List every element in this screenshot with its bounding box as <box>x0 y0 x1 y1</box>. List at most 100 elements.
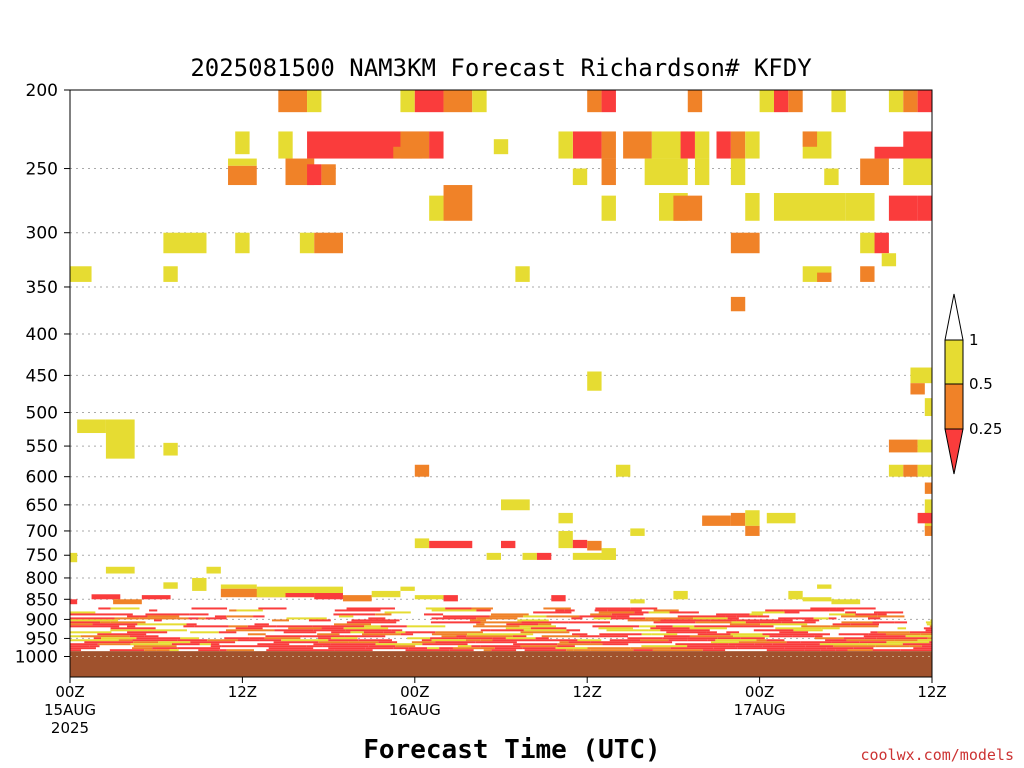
data-cell <box>925 629 932 632</box>
data-cell <box>132 647 153 650</box>
data-cell <box>572 633 588 636</box>
data-cell <box>400 131 430 159</box>
colorbar-bin <box>944 383 964 430</box>
data-cell <box>845 611 857 614</box>
data-cell <box>903 464 918 477</box>
data-cell <box>754 643 773 646</box>
data-cell <box>557 643 603 646</box>
data-cell <box>717 637 741 640</box>
data-cell <box>321 627 344 630</box>
x-axis-title: Forecast Time (UTC) <box>363 735 660 765</box>
data-cell <box>70 621 101 624</box>
data-cell <box>431 633 468 636</box>
data-cell <box>793 629 823 632</box>
data-cell <box>707 639 716 642</box>
data-cell <box>606 629 649 632</box>
data-cell <box>645 617 694 620</box>
data-cell <box>256 586 343 598</box>
data-cell <box>97 633 147 636</box>
colorbar-tick-label: 0.5 <box>969 375 993 393</box>
data-cell <box>522 627 531 630</box>
data-cell <box>841 615 878 618</box>
data-cell <box>831 641 860 644</box>
data-cell <box>176 617 189 620</box>
data-cell <box>328 639 359 642</box>
data-cell <box>572 131 602 159</box>
data-cell <box>328 647 366 650</box>
data-cell <box>847 649 873 652</box>
data-cell <box>149 609 158 612</box>
data-cell <box>407 637 431 640</box>
data-cell <box>813 617 829 620</box>
data-cell <box>144 635 159 638</box>
data-cell <box>281 639 329 642</box>
data-cell <box>662 637 688 640</box>
data-cell <box>572 552 616 560</box>
data-cell <box>522 552 537 560</box>
data-cell <box>736 619 760 622</box>
data-cell <box>830 625 879 628</box>
data-cell <box>730 232 760 254</box>
chart-title: 2025081500 NAM3KM Forecast Richardson# K… <box>190 54 812 82</box>
data-cell <box>101 637 137 640</box>
data-cell <box>802 597 832 602</box>
data-cell <box>314 232 343 254</box>
data-cell <box>350 631 364 634</box>
data-cell <box>675 643 718 646</box>
plot-frame <box>69 89 933 678</box>
data-cell <box>476 617 518 620</box>
data-cell <box>429 195 444 221</box>
data-cell <box>921 645 932 648</box>
data-cell <box>139 617 177 620</box>
y-tick-label: 950 <box>26 629 58 649</box>
data-cell <box>190 631 219 634</box>
x-tick-label: 00Z <box>55 683 84 701</box>
data-cell <box>395 645 416 648</box>
data-cell <box>191 607 228 610</box>
data-cell <box>457 645 472 648</box>
data-cell <box>905 635 932 638</box>
data-cell <box>70 645 90 648</box>
data-cell <box>364 625 381 628</box>
data-cell <box>368 645 396 648</box>
data-cell <box>136 637 157 640</box>
data-cell <box>492 639 536 642</box>
x-tick-label: 12Z <box>917 683 946 701</box>
data-cell <box>133 645 177 648</box>
data-cell <box>630 528 645 536</box>
data-cell <box>860 158 889 186</box>
data-cell <box>411 641 436 644</box>
data-cell <box>693 617 728 620</box>
data-cell <box>192 577 207 591</box>
data-cell <box>733 635 770 638</box>
data-cell <box>652 649 703 652</box>
data-cell <box>110 621 146 624</box>
data-cell <box>254 623 269 626</box>
data-cell <box>860 266 875 282</box>
data-cell <box>330 637 358 640</box>
data-cell <box>599 633 642 636</box>
data-cell <box>653 621 696 624</box>
data-cell <box>425 607 446 610</box>
data-cell <box>70 643 98 646</box>
data-cell <box>872 621 895 624</box>
data-cell <box>210 643 220 646</box>
data-cell <box>663 635 690 638</box>
data-cell <box>517 619 549 622</box>
data-cell <box>492 637 506 640</box>
data-cell <box>334 649 373 652</box>
data-cell <box>855 613 878 616</box>
data-cell <box>401 643 423 646</box>
data-cell <box>874 146 932 159</box>
data-cell <box>867 643 903 646</box>
x-tick-label: 00Z <box>745 683 774 701</box>
y-tick-label: 200 <box>26 81 58 101</box>
data-cell <box>601 195 616 221</box>
data-cell <box>773 90 789 113</box>
data-cell <box>132 639 178 642</box>
data-cell <box>257 643 290 646</box>
data-cell <box>206 566 221 574</box>
data-cell <box>343 627 389 630</box>
data-cell <box>894 621 908 624</box>
data-cell <box>302 635 345 638</box>
